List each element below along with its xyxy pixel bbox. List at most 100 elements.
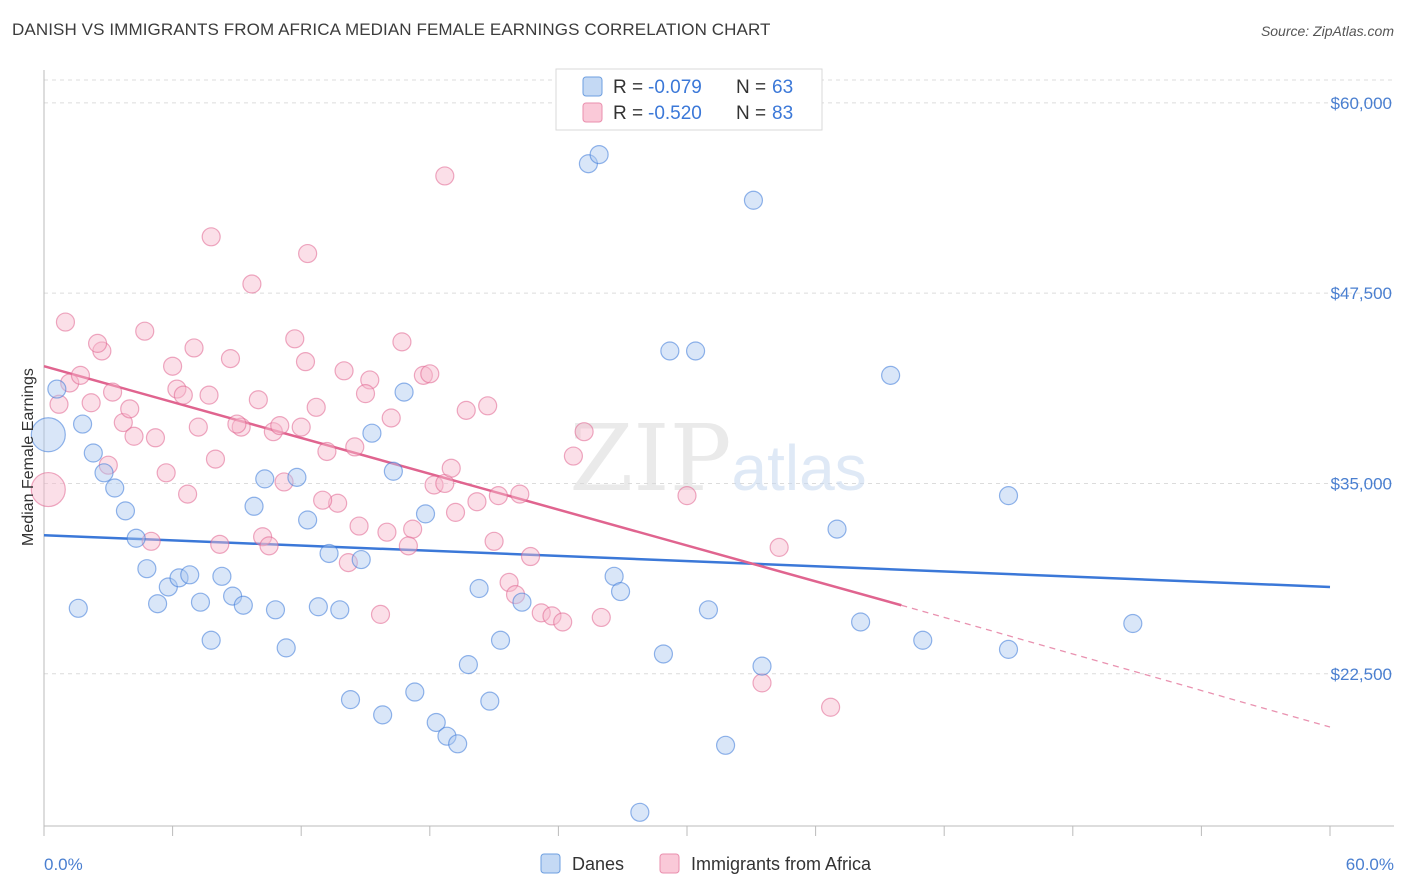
africa-point [145,428,166,448]
danes-point [426,712,446,733]
danes-point [287,467,307,487]
danes-point [405,682,425,702]
africa-point [259,536,279,556]
africa-point [199,385,219,405]
africa-swatch [659,853,680,874]
data-points [30,145,1143,822]
danes-point [351,549,371,570]
y-tick-label: $47,500 [1331,284,1392,303]
africa-point [445,502,466,522]
africa-point [505,584,526,605]
africa-point [227,414,247,434]
danes-point [340,690,361,710]
danes-point [330,600,350,620]
africa-r-value: -0.520 [648,103,702,124]
africa-point [317,441,337,462]
africa-point [87,333,108,353]
danes-point [589,145,609,165]
africa-point [102,382,123,402]
africa-point [274,472,294,492]
africa-point [542,606,562,626]
danes-point [827,519,847,539]
danes-point [480,691,500,711]
y-tick-label: $60,000 [1331,94,1392,113]
africa-point [334,361,354,381]
africa-point [355,384,376,404]
africa-point [291,417,311,437]
danes-point [265,600,286,620]
danes-point [752,656,772,676]
africa-point [435,166,455,186]
africa-point [220,349,241,369]
danes-point [30,417,66,453]
africa-point [349,516,369,536]
africa-point [242,274,262,294]
africa-point [184,338,204,358]
danes-trend-line [43,533,1331,589]
danes-point [147,594,168,614]
africa-point [752,673,772,693]
danes-point [319,543,339,564]
africa-legend-swatch [582,102,603,123]
danes-point [383,461,403,481]
danes-point [169,568,189,588]
africa-point [49,394,69,414]
africa-point [591,607,611,628]
danes-point [68,598,88,618]
danes-point [490,630,511,650]
danes-point [743,190,764,210]
africa-point [141,531,161,551]
africa-point [328,493,348,513]
danes-point [180,565,200,585]
y-axis-label: Median Female Earnings [20,368,37,546]
danes-point [437,726,457,746]
danes-point [233,595,253,615]
danes-point [362,423,382,443]
africa-point [298,243,318,264]
danes-point [115,501,136,521]
africa-n-value: 83 [772,103,793,124]
africa-point [70,365,91,385]
grid-lines [44,79,1394,675]
y-tick-labels: $22,500 $35,000 $47,500 $60,000 [1331,94,1392,684]
africa-point [156,463,176,483]
danes-point [83,443,103,463]
danes-point [851,612,871,632]
africa-trend-extension [901,604,1331,728]
africa-point [677,486,697,506]
danes-r-value: -0.079 [648,77,702,98]
africa-point [563,446,584,466]
africa-point [285,329,305,349]
africa-point [484,531,504,551]
africa-point [499,572,519,593]
danes-legend-swatch [582,76,603,97]
danes-point [630,802,650,822]
africa-trend-line [43,365,902,607]
danes-point [458,655,478,675]
africa-point [413,365,433,385]
africa-point [769,537,789,557]
danes-point [685,341,706,361]
africa-point [124,426,144,446]
africa-point [478,396,498,416]
africa-point [248,390,268,410]
africa-point [210,534,230,554]
africa-n-label: N = [736,103,766,124]
danes-point [373,705,393,725]
y-tick-label: $35,000 [1331,474,1392,493]
danes-point [998,486,1019,506]
y-tick-label: $22,500 [1331,665,1392,684]
trend-lines [43,365,1331,728]
africa-point [467,492,487,512]
africa-point [163,356,183,376]
africa-point [370,604,391,624]
africa-point [55,312,76,332]
danes-point [448,734,468,754]
danes-point [998,639,1019,659]
danes-point [308,597,328,617]
africa-point [377,522,397,542]
danes-point [47,379,67,399]
africa-point [30,471,66,508]
danes-point [201,630,221,650]
